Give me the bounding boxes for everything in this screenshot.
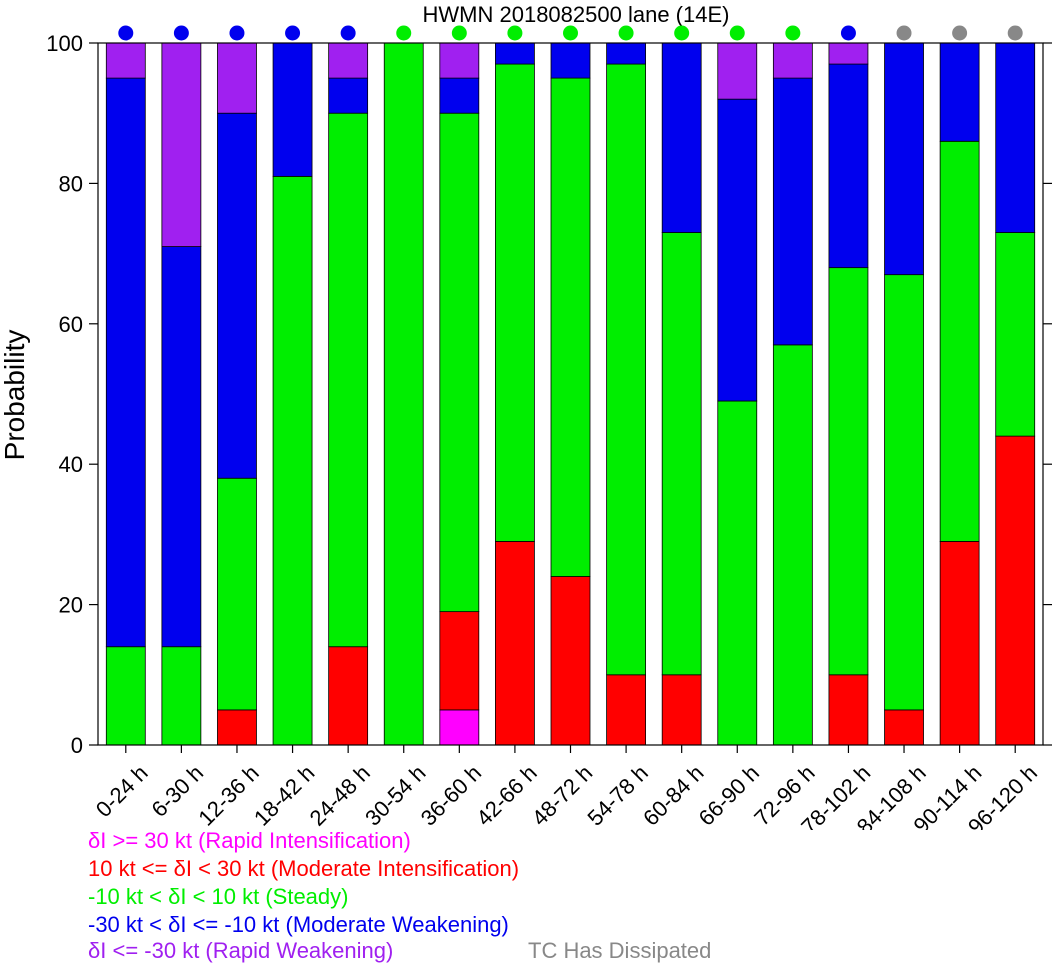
status-dot-green (618, 25, 634, 41)
legend-moderate-weakening: -30 kt < δI <= -10 kt (Moderate Weakenin… (88, 912, 509, 937)
bar-segment-steady (717, 400, 758, 746)
bar-segment-steady (939, 140, 980, 542)
bar-segment-moderate-intensification (495, 541, 535, 746)
y-axis-label: Probability (0, 330, 30, 461)
plot-frame (97, 42, 1044, 746)
status-dot-blue (173, 25, 189, 41)
x-tick-label: 42-66 h (471, 760, 541, 830)
bar-segment-moderate-weakening (217, 112, 257, 479)
bar-segment-steady (328, 112, 369, 648)
status-dot-gray (1007, 25, 1023, 41)
bar-segment-moderate-weakening (495, 42, 535, 65)
status-dot-green (563, 25, 578, 41)
legend-steady: -10 kt < δI < 10 kt (Steady) (88, 884, 349, 909)
bar-segment-steady (772, 344, 813, 746)
legend-rapid-weakening: δI <= -30 kt (Rapid Weakening) (88, 938, 394, 963)
x-tick-label: 48-72 h (527, 760, 597, 830)
x-tick-label: 18-42 h (249, 760, 319, 830)
x-tick-label: 24-48 h (305, 760, 375, 830)
bar-segment-moderate-weakening (161, 246, 202, 648)
bar-segment-steady (272, 175, 313, 746)
bar-segment-moderate-weakening (995, 42, 1036, 233)
status-dot-blue (340, 25, 356, 41)
bar-segment-moderate-intensification (606, 674, 646, 746)
y-tick-label: 20 (59, 593, 83, 618)
x-tick-label: 36-60 h (416, 760, 486, 830)
bar-segment-moderate-weakening (828, 63, 869, 269)
bar-segment-moderate-weakening (105, 77, 146, 648)
bar-segment-steady (884, 274, 924, 711)
bar-segment-steady (661, 232, 702, 676)
status-dot-blue (285, 25, 301, 41)
y-tick-label: 80 (59, 171, 83, 196)
bar-segment-moderate-intensification (939, 541, 980, 746)
y-tick-label: 60 (59, 312, 83, 337)
bar-segment-moderate-intensification (828, 674, 869, 746)
x-tick-label: 30-54 h (360, 760, 430, 830)
bar-segment-moderate-intensification (884, 709, 924, 746)
intensity-probability-chart: HWMN 2018082500 lane (14E) Probability 0… (0, 2, 1052, 830)
bar-segment-steady (161, 646, 202, 746)
bar-segment-moderate-weakening (272, 42, 313, 177)
bar-segment-steady (105, 646, 146, 746)
legend-tc-dissipated: TC Has Dissipated (528, 938, 712, 963)
bar-segment-moderate-weakening (550, 42, 591, 79)
x-tick-label: 0-24 h (91, 760, 153, 822)
status-dot-blue (840, 25, 856, 41)
bar-segment-moderate-intensification (661, 674, 702, 746)
bar-segment-moderate-weakening (772, 77, 813, 346)
bar-segment-rapid-weakening (328, 42, 369, 79)
x-tick-label: 66-90 h (694, 760, 764, 830)
bar-segment-steady (495, 63, 535, 542)
bar-segment-moderate-intensification (439, 611, 480, 711)
bar-segment-moderate-weakening (328, 77, 369, 114)
bar-segment-moderate-weakening (606, 42, 646, 65)
chart-title: HWMN 2018082500 lane (14E) (423, 2, 730, 27)
bar-segment-steady (606, 63, 646, 676)
y-tick-label: 100 (46, 31, 83, 56)
x-tick-label: 12-36 h (193, 760, 263, 830)
legend-rapid-intensification: δI >= 30 kt (Rapid Intensification) (88, 828, 411, 853)
bar-segment-rapid-intensification (439, 709, 480, 746)
bar-segment-steady (550, 77, 591, 577)
x-tick-label: 60-84 h (638, 760, 708, 830)
bar-segment-rapid-weakening (772, 42, 813, 79)
bar-segment-rapid-weakening (717, 42, 758, 100)
bar-segment-moderate-intensification (995, 435, 1036, 746)
bar-segment-moderate-weakening (439, 77, 480, 114)
bar-segment-moderate-intensification (217, 709, 257, 746)
bar-segment-rapid-weakening (217, 42, 257, 114)
status-dot-green (785, 25, 801, 41)
bar-segment-moderate-weakening (939, 42, 980, 142)
bar-segment-moderate-weakening (661, 42, 702, 233)
status-dot-green (396, 25, 412, 41)
status-dot-green (507, 25, 523, 41)
x-tick-label: 54-78 h (582, 760, 652, 830)
bar-segment-steady (828, 267, 869, 676)
bar-segment-steady (995, 232, 1036, 437)
bar-segment-steady (439, 112, 480, 613)
bar-segment-rapid-weakening (439, 42, 480, 79)
bar-segment-steady (383, 42, 424, 746)
legend-moderate-intensification: 10 kt <= δI < 30 kt (Moderate Intensific… (88, 856, 520, 881)
bar-segment-rapid-weakening (105, 42, 146, 79)
status-dot-blue (118, 25, 134, 41)
bar-segment-steady (217, 477, 257, 711)
bar-segment-moderate-weakening (884, 42, 924, 276)
status-dot-blue (229, 25, 245, 41)
bar-segment-rapid-weakening (161, 42, 202, 247)
y-tick-label: 0 (71, 733, 83, 758)
status-dot-gray (952, 25, 968, 41)
bar-segment-rapid-weakening (828, 42, 869, 65)
status-dot-green (674, 25, 690, 41)
status-dot-green (451, 25, 467, 41)
status-dot-green (729, 25, 745, 41)
y-tick-label: 40 (59, 452, 83, 477)
bar-segment-moderate-intensification (328, 646, 369, 746)
bar-segment-moderate-weakening (717, 98, 758, 402)
bar-segment-moderate-intensification (550, 576, 591, 746)
status-dot-gray (896, 25, 912, 41)
